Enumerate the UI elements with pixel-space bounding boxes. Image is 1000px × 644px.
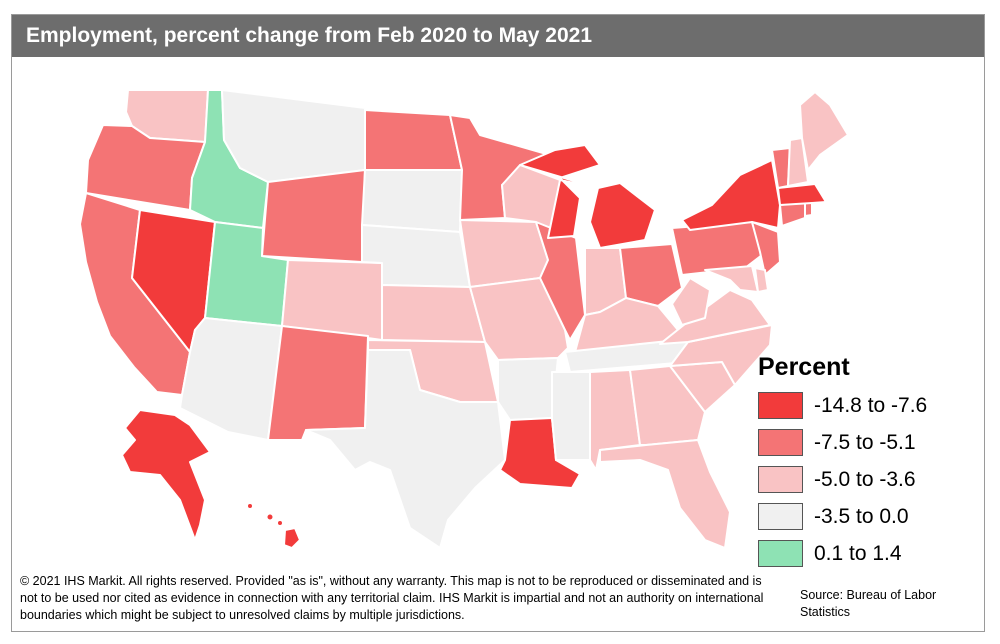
state-AR	[497, 357, 559, 421]
state-MD	[704, 265, 759, 293]
legend-item: -5.0 to -3.6	[750, 462, 970, 499]
state-IA	[459, 219, 549, 288]
state-NM	[267, 325, 369, 441]
state-IL	[535, 221, 586, 341]
state-SD	[361, 169, 463, 233]
legend-label: -7.5 to -5.1	[814, 431, 916, 454]
state-AZ	[179, 317, 283, 441]
state-HI	[283, 527, 301, 549]
legend-item: 0.1 to 1.4	[750, 536, 970, 573]
legend-label: 0.1 to 1.4	[814, 542, 902, 565]
state-ND	[364, 109, 463, 171]
state-WV	[671, 277, 711, 326]
state-OH	[619, 243, 683, 307]
legend-label: -5.0 to -3.6	[814, 468, 916, 491]
hawaii-islet	[265, 512, 275, 522]
hawaii-islet	[246, 502, 254, 510]
legend-swatch	[758, 466, 803, 493]
state-TX	[305, 349, 506, 549]
copyright-notice: © 2021 IHS Markit. All rights reserved. …	[20, 574, 764, 622]
legend-item: -3.5 to 0.0	[750, 499, 970, 536]
legend-swatch	[758, 429, 803, 456]
state-MS	[551, 371, 591, 461]
legend-item: -7.5 to -5.1	[750, 425, 970, 462]
legend-swatch	[758, 540, 803, 567]
legend-label: -3.5 to 0.0	[814, 505, 909, 528]
state-MT	[221, 89, 366, 183]
state-MI	[519, 144, 656, 249]
legend-label: -14.8 to -7.6	[814, 394, 928, 417]
legend-swatch	[758, 392, 803, 419]
legend-item: -14.8 to -7.6	[750, 388, 970, 425]
source-note: Source: Bureau of Labor Statistics	[800, 588, 937, 619]
state-AK	[121, 409, 211, 541]
state-FL	[599, 439, 731, 549]
legend-title: Percent	[758, 353, 850, 381]
legend: Percent -14.8 to -7.6 -7.5 to -5.1 -5.0 …	[750, 352, 970, 573]
hawaii-islet	[276, 519, 284, 527]
map-title: Employment, percent change from Feb 2020…	[12, 15, 984, 57]
state-WY	[261, 169, 366, 263]
state-ME	[799, 91, 849, 171]
state-NJ	[751, 221, 781, 276]
state-NY	[681, 159, 781, 231]
state-NH	[787, 137, 809, 187]
state-NC	[669, 324, 773, 386]
state-KS	[381, 284, 486, 343]
legend-swatch	[758, 503, 803, 530]
state-MA	[777, 183, 827, 206]
